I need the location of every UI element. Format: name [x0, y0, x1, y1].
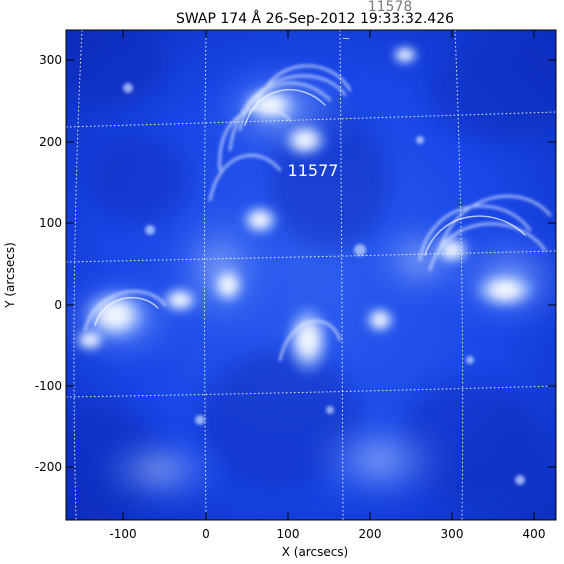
x-tick-label: 0: [202, 527, 210, 541]
plot-frame: [65, 29, 557, 521]
image-title: SWAP 174 Å 26-Sep-2012 19:33:32.426: [176, 10, 454, 27]
x-tick-label: 100: [277, 527, 300, 541]
x-tick-label: -100: [109, 527, 136, 541]
y-tick-label: 300: [39, 53, 62, 67]
y-axis-title: Y (arcsecs): [3, 242, 17, 309]
active-region-label: 11577: [288, 161, 339, 180]
partial-overlap-text: 11578: [368, 0, 413, 15]
x-tick-label: 400: [523, 527, 546, 541]
x-tick-label: 200: [359, 527, 382, 541]
y-tick-label: 0: [54, 298, 62, 312]
x-tick-label: 300: [441, 527, 464, 541]
x-axis-ticks: [122, 30, 535, 520]
y-tick-label: -200: [35, 460, 62, 474]
y-tick-label: 100: [39, 216, 62, 230]
heliographic-grid: [66, 30, 556, 520]
x-axis-title: X (arcsecs): [282, 545, 349, 559]
y-tick-label: -100: [35, 379, 62, 393]
y-axis-ticks: [66, 59, 556, 468]
y-tick-labels: 300 200 100 0 -100 -200: [35, 53, 62, 474]
x-tick-labels: -100 0 100 200 300 400: [109, 527, 545, 541]
svg-text:_: _: [342, 25, 350, 39]
y-tick-label: 200: [39, 135, 62, 149]
solar-image: _: [66, 25, 556, 520]
